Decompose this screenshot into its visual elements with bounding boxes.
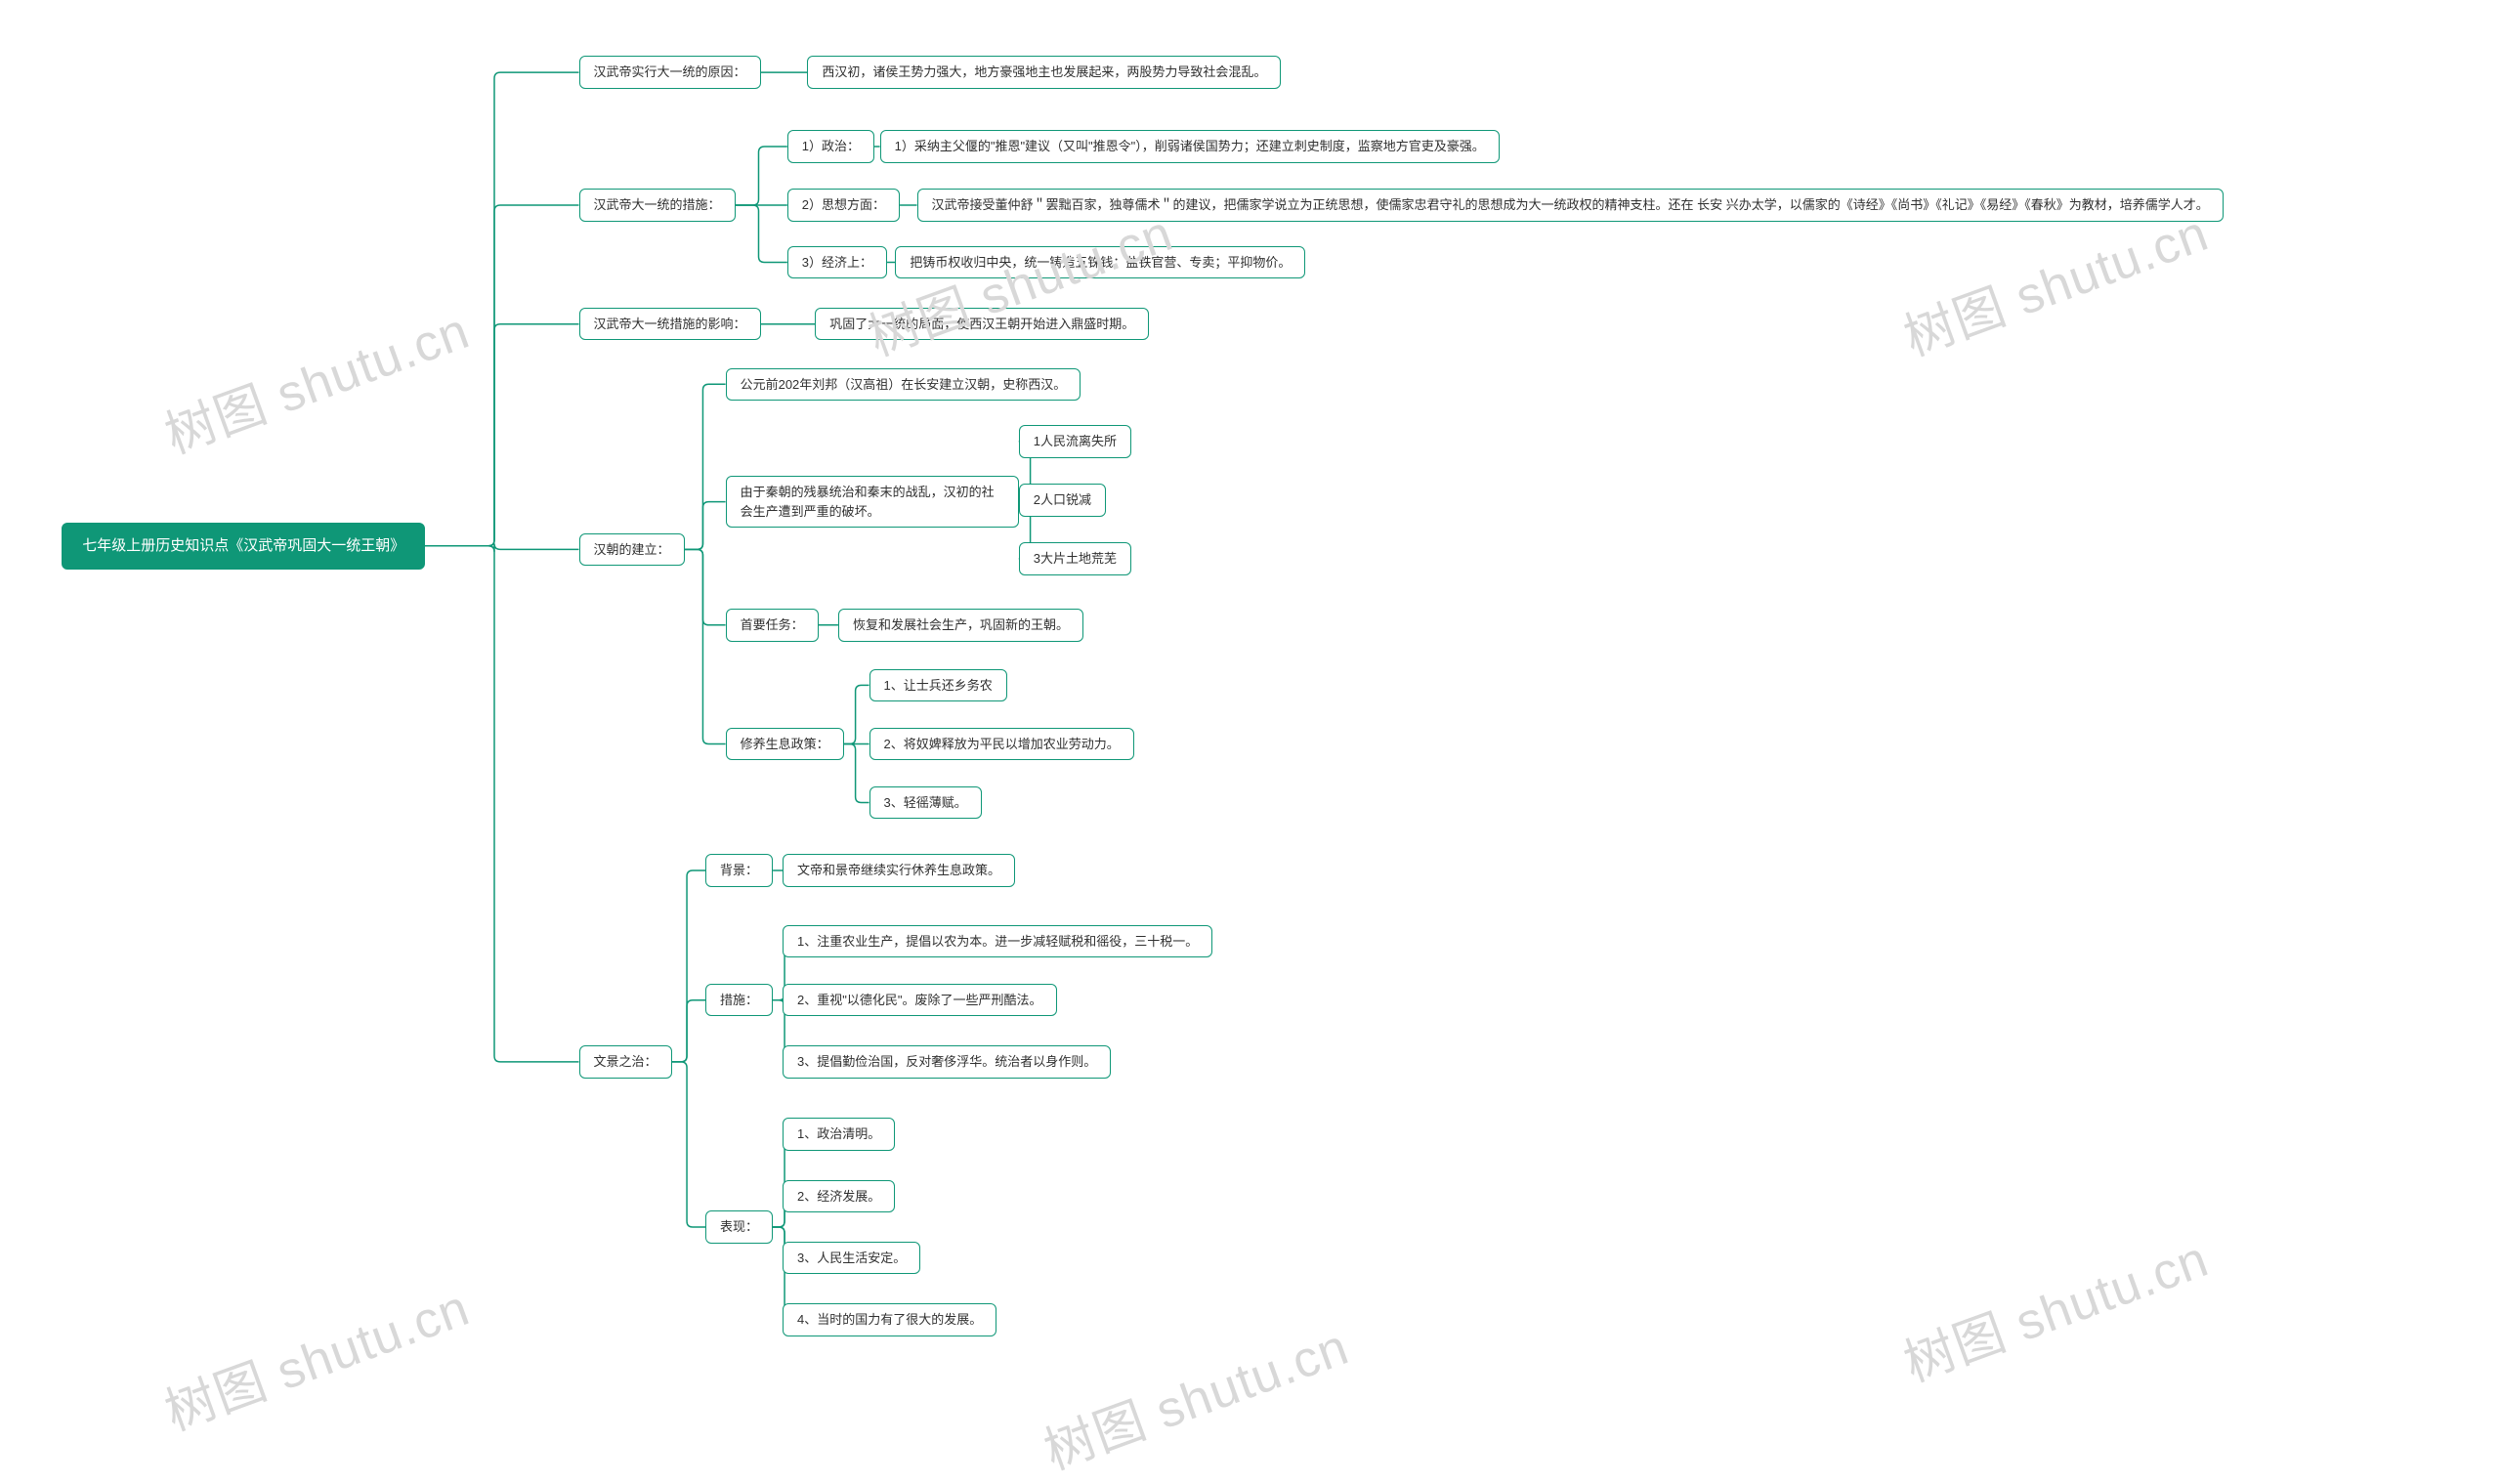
mindmap-node[interactable]: 2、重视"以德化民"。废除了一些严刑酷法。 <box>783 984 1056 1017</box>
mindmap-node[interactable]: 恢复和发展社会生产，巩固新的王朝。 <box>838 609 1083 642</box>
mindmap-node[interactable]: 3大片土地荒芜 <box>1019 542 1131 575</box>
watermark: 树图 shutu.cn <box>1892 1218 2217 1396</box>
watermark: 树图 shutu.cn <box>1033 1306 1357 1484</box>
mindmap-node[interactable]: 3、人民生活安定。 <box>783 1242 920 1275</box>
mindmap-node[interactable]: 4、当时的国力有了很大的发展。 <box>783 1303 996 1336</box>
connector <box>685 384 726 549</box>
mindmap-node[interactable]: 2、经济发展。 <box>783 1180 895 1213</box>
mindmap-node[interactable]: 把铸币权收归中央，统一铸造五铢钱；盐铁官营、专卖；平抑物价。 <box>895 246 1305 279</box>
mindmap-node[interactable]: 由于秦朝的残暴统治和秦末的战乱，汉初的社会生产遭到严重的破坏。 <box>726 476 1019 528</box>
mindmap-node[interactable]: 公元前202年刘邦（汉高祖）在长安建立汉朝，史称西汉。 <box>726 368 1081 402</box>
connector <box>685 549 726 624</box>
mindmap-node[interactable]: 汉武帝实行大一统的原因： <box>579 56 761 89</box>
mindmap-node[interactable]: 3、提倡勤俭治国，反对奢侈浮华。统治者以身作则。 <box>783 1045 1111 1079</box>
mindmap-canvas: 七年级上册历史知识点《汉武帝巩固大一统王朝》 汉武帝实行大一统的原因： 西汉初，诸侯… <box>0 0 2501 1406</box>
connector <box>425 205 578 546</box>
mindmap-node[interactable]: 汉武帝大一统措施的影响： <box>579 308 761 341</box>
root-node[interactable]: 七年级上册历史知识点《汉武帝巩固大一统王朝》 <box>62 523 425 571</box>
watermark: 树图 shutu.cn <box>153 1267 478 1445</box>
connector <box>425 72 578 546</box>
mindmap-node[interactable]: 文帝和景帝继续实行休养生息政策。 <box>783 854 1015 887</box>
connector <box>672 870 706 1062</box>
mindmap-node[interactable]: 3）经济上： <box>787 246 887 279</box>
connector <box>685 549 726 743</box>
mindmap-node[interactable]: 1）采纳主父偃的"推恩"建议（又叫"推恩令"），削弱诸侯国势力；还建立刺史制度，… <box>880 130 1500 163</box>
mindmap-node[interactable]: 西汉初，诸侯王势力强大，地方豪强地主也发展起来，两股势力导致社会混乱。 <box>807 56 1281 89</box>
connector <box>425 546 578 1062</box>
mindmap-node[interactable]: 文景之治： <box>579 1045 672 1079</box>
mindmap-node[interactable]: 巩固了大一统的局面，使西汉王朝开始进入鼎盛时期。 <box>815 308 1149 341</box>
connector <box>425 543 578 551</box>
mindmap-node[interactable]: 1、注重农业生产，提倡以农为本。进一步减轻赋税和徭役，三十税一。 <box>783 925 1212 958</box>
mindmap-node[interactable]: 2、将奴婢释放为平民以增加农业劳动力。 <box>869 728 1134 761</box>
mindmap-node[interactable]: 措施： <box>705 984 773 1017</box>
mindmap-node[interactable]: 首要任务： <box>726 609 819 642</box>
mindmap-node[interactable]: 2人口锐减 <box>1019 484 1106 517</box>
watermark: 树图 shutu.cn <box>153 290 478 468</box>
mindmap-node[interactable]: 3、轻徭薄赋。 <box>869 786 982 820</box>
mindmap-node[interactable]: 1人民流离失所 <box>1019 425 1131 458</box>
connector <box>844 685 869 743</box>
mindmap-node[interactable]: 汉武帝大一统的措施： <box>579 189 736 222</box>
mindmap-node[interactable]: 汉武帝接受董仲舒＂罢黜百家，独尊儒术＂的建议，把儒家学说立为正统思想，使儒家忠君… <box>917 189 2224 222</box>
connector <box>672 1062 706 1227</box>
connector <box>736 205 787 262</box>
mindmap-node[interactable]: 汉朝的建立： <box>579 533 685 567</box>
mindmap-node[interactable]: 修养生息政策： <box>726 728 844 761</box>
connector <box>736 147 787 205</box>
connector <box>844 743 869 802</box>
mindmap-node[interactable]: 2）思想方面： <box>787 189 900 222</box>
mindmap-node[interactable]: 表现： <box>705 1210 773 1244</box>
mindmap-node[interactable]: 背景： <box>705 854 773 887</box>
mindmap-node[interactable]: 1）政治： <box>787 130 874 163</box>
connector <box>685 502 726 550</box>
connector <box>672 1000 706 1062</box>
mindmap-node[interactable]: 1、政治清明。 <box>783 1118 895 1151</box>
connector <box>425 324 578 546</box>
mindmap-node[interactable]: 1、让士兵还乡务农 <box>869 669 1007 702</box>
